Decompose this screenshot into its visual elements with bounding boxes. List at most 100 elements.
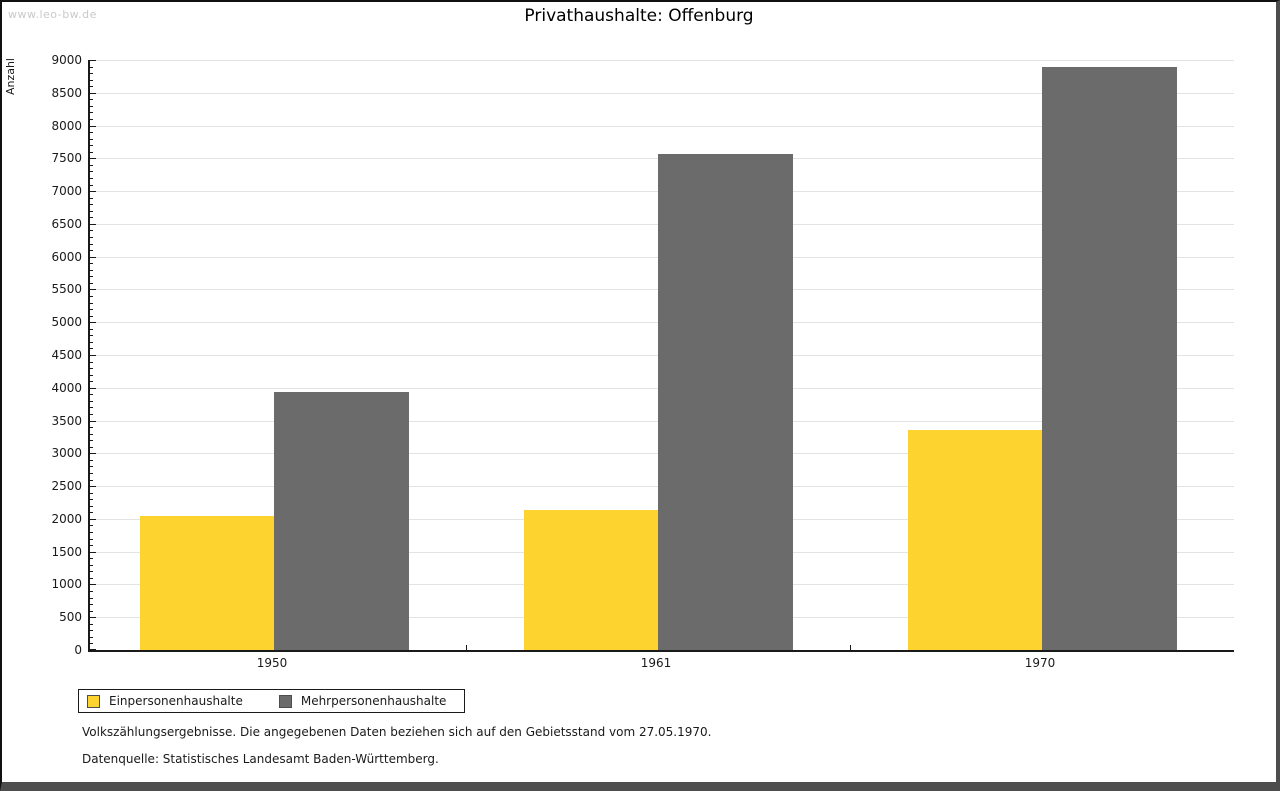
footnote-line: Datenquelle: Statistisches Landesamt Bad… xyxy=(82,752,439,766)
y-major-tick xyxy=(90,617,96,619)
y-minor-tick xyxy=(90,243,93,245)
y-major-tick xyxy=(90,420,96,422)
y-minor-tick xyxy=(90,335,93,337)
y-minor-tick xyxy=(90,230,93,232)
y-minor-tick xyxy=(90,630,93,632)
y-tick-label: 7000 xyxy=(51,184,82,199)
y-minor-tick xyxy=(90,184,93,186)
y-minor-tick xyxy=(90,361,93,363)
y-minor-tick xyxy=(90,178,93,179)
y-major-tick xyxy=(90,256,96,258)
y-minor-tick xyxy=(90,499,93,501)
chart-title: Privathaushalte: Offenburg xyxy=(524,6,754,26)
y-minor-tick xyxy=(90,525,93,527)
y-axis-tick-labels: 0 500 1000 1500 2000 2500 3000 3500 4000 4500 5000… xyxy=(2,54,82,656)
legend-label: Einpersonenhaushalte xyxy=(109,694,243,708)
y-minor-tick xyxy=(90,505,93,507)
y-tick-label: 4000 xyxy=(51,380,82,395)
legend-swatch-icon xyxy=(87,694,100,708)
y-tick-label: 8000 xyxy=(51,118,82,133)
plot-area xyxy=(88,60,1234,652)
y-minor-tick xyxy=(90,119,93,120)
y-tick-label: 1000 xyxy=(51,577,82,592)
y-tick-label: 0 xyxy=(74,643,82,657)
y-minor-tick xyxy=(90,604,93,606)
y-minor-tick xyxy=(90,309,93,311)
y-tick-label: 5000 xyxy=(51,315,82,330)
y-minor-tick xyxy=(90,86,93,88)
y-minor-tick xyxy=(90,164,93,166)
legend-swatch-icon xyxy=(278,694,292,708)
y-minor-tick xyxy=(90,512,93,514)
y-major-tick xyxy=(90,60,96,61)
legend-label: Mehrpersonenhaushalte xyxy=(300,694,447,708)
y-minor-tick xyxy=(90,440,93,442)
x-boundary-tick xyxy=(466,645,467,650)
x-axis-tick-labels: 1950 1961 1970 xyxy=(88,656,1232,672)
y-minor-tick xyxy=(90,197,93,199)
y-minor-tick xyxy=(90,407,93,409)
y-minor-tick xyxy=(90,112,93,114)
y-major-tick xyxy=(90,158,96,160)
y-tick-label: 7500 xyxy=(51,151,82,166)
y-tick-label: 2000 xyxy=(51,511,82,526)
y-minor-tick xyxy=(90,210,93,212)
legend: Einpersonenhaushalte Mehrpersonenhaushalt… xyxy=(78,689,466,713)
y-major-tick xyxy=(90,584,96,586)
y-minor-tick xyxy=(90,394,93,396)
y-tick-label: 4500 xyxy=(51,348,82,362)
y-major-tick xyxy=(90,322,96,324)
bar-mehrpersonenhaushalte-1961 xyxy=(658,154,793,650)
y-minor-tick xyxy=(90,564,93,566)
y-minor-tick xyxy=(90,282,93,284)
y-minor-tick xyxy=(90,73,93,75)
y-minor-tick xyxy=(90,473,93,474)
y-tick-label: 500 xyxy=(59,610,82,625)
y-minor-tick xyxy=(90,105,93,107)
y-minor-tick xyxy=(90,348,93,350)
gridline xyxy=(90,60,1234,61)
y-tick-label: 6500 xyxy=(51,216,82,231)
y-minor-tick xyxy=(90,643,93,645)
y-tick-label: 5500 xyxy=(51,282,82,297)
y-minor-tick xyxy=(90,479,93,481)
y-minor-tick xyxy=(90,341,93,343)
y-minor-tick xyxy=(90,571,93,573)
y-major-tick xyxy=(90,125,96,127)
y-minor-tick xyxy=(90,368,93,370)
y-minor-tick xyxy=(90,381,93,383)
y-minor-tick xyxy=(90,302,93,304)
y-minor-tick xyxy=(90,492,93,494)
y-major-tick xyxy=(90,92,96,94)
y-minor-tick xyxy=(90,400,93,402)
y-minor-tick xyxy=(90,538,93,540)
footnotes: Volkszählungsergebnisse. Die angegebenen… xyxy=(82,725,1182,779)
y-minor-tick xyxy=(90,446,93,448)
y-major-tick xyxy=(90,453,96,455)
y-minor-tick xyxy=(90,414,93,415)
y-tick-label: 2500 xyxy=(51,479,82,494)
y-minor-tick xyxy=(90,315,93,317)
y-minor-tick xyxy=(90,427,93,429)
y-minor-tick xyxy=(90,66,93,68)
y-tick-label: 1500 xyxy=(51,544,82,559)
y-minor-tick xyxy=(90,171,93,173)
y-minor-tick xyxy=(90,269,93,271)
bar-mehrpersonenhaushalte-1950 xyxy=(274,392,409,650)
legend-item: Einpersonenhaushalte xyxy=(87,694,243,708)
y-minor-tick xyxy=(90,374,93,376)
y-minor-tick xyxy=(90,99,93,101)
y-minor-tick xyxy=(90,459,93,461)
y-minor-tick xyxy=(90,296,93,297)
watermark: www.leo-bw.de xyxy=(8,8,97,21)
y-major-tick xyxy=(90,191,96,193)
y-minor-tick xyxy=(90,636,93,638)
y-major-tick xyxy=(90,486,96,488)
x-tick-label: 1961 xyxy=(640,656,672,670)
x-boundary-tick xyxy=(850,645,851,650)
gridline xyxy=(90,125,1234,127)
y-tick-label: 9000 xyxy=(51,53,82,67)
y-minor-tick xyxy=(90,433,93,435)
y-minor-tick xyxy=(90,545,93,547)
